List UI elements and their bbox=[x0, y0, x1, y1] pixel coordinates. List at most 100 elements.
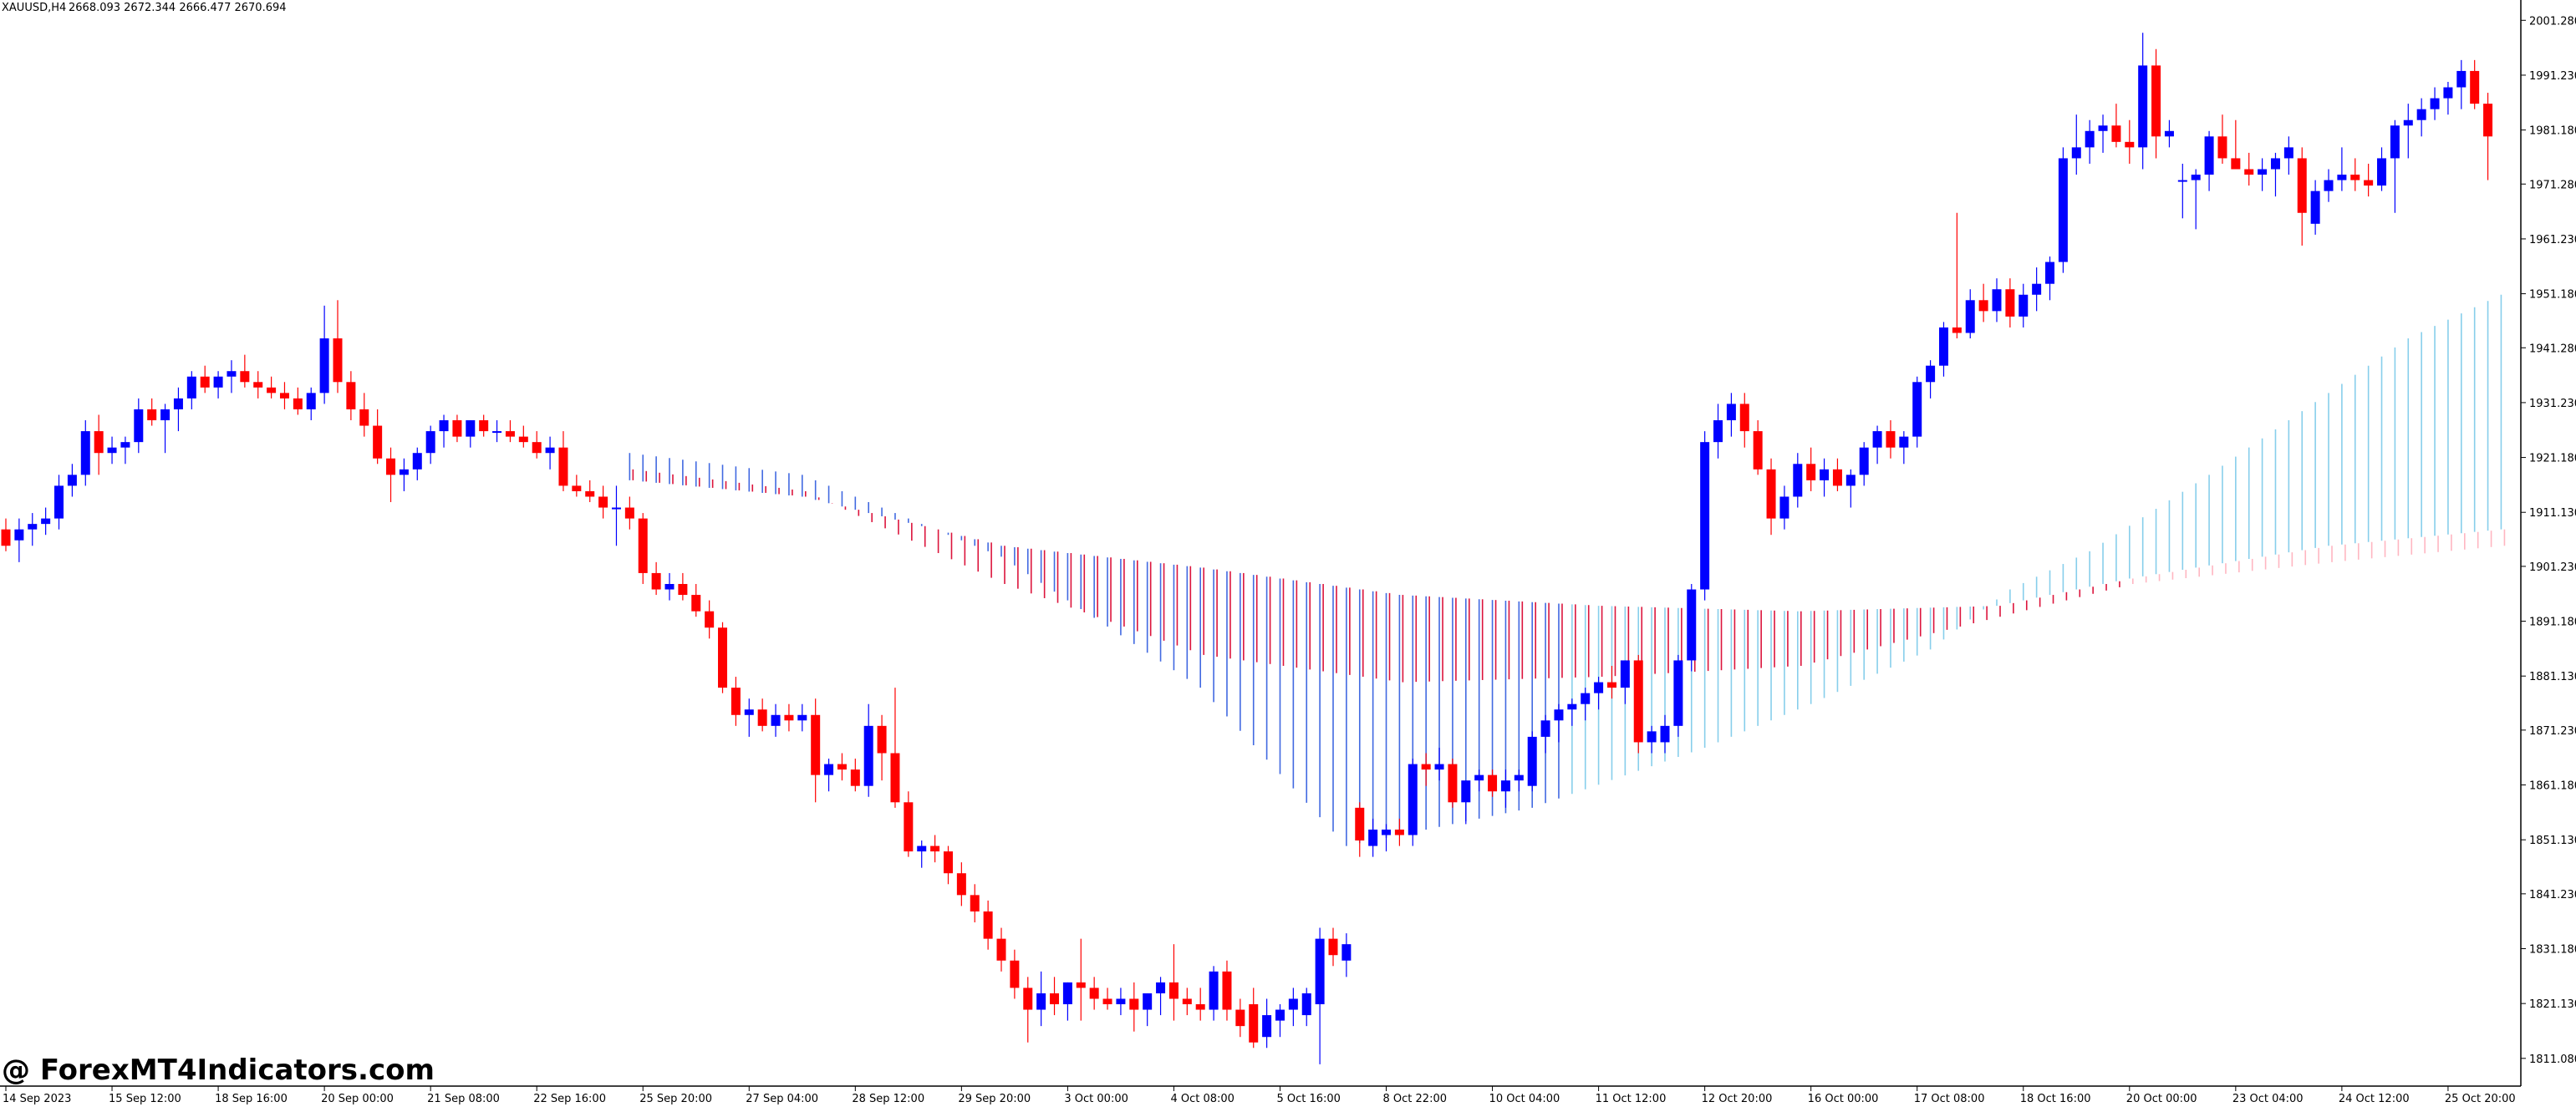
candle-body bbox=[1633, 660, 1643, 743]
candle bbox=[572, 475, 582, 497]
candle bbox=[943, 845, 953, 885]
candle-body bbox=[1023, 988, 1033, 1010]
candle-body bbox=[2390, 125, 2400, 159]
candle-body bbox=[811, 714, 821, 775]
candle bbox=[2125, 119, 2135, 164]
candle-body bbox=[930, 845, 940, 852]
candle bbox=[373, 409, 383, 465]
candle bbox=[2377, 147, 2387, 191]
candle bbox=[1594, 677, 1604, 710]
candle bbox=[744, 698, 754, 737]
candle bbox=[1912, 376, 1922, 448]
candle-body bbox=[1235, 1009, 1245, 1027]
candle-body bbox=[1952, 327, 1962, 333]
candle bbox=[678, 572, 688, 601]
candle-body bbox=[638, 518, 648, 573]
candle-body bbox=[1806, 464, 1816, 480]
candle-body bbox=[1195, 1004, 1205, 1010]
candle bbox=[14, 518, 24, 562]
candle-body bbox=[1421, 764, 1431, 770]
candle-body bbox=[1766, 469, 1776, 519]
candle-body bbox=[664, 583, 675, 590]
candle-body bbox=[279, 393, 289, 399]
candle-body bbox=[1992, 289, 2002, 312]
candle-body bbox=[718, 627, 728, 688]
candle bbox=[412, 447, 422, 480]
candle bbox=[173, 387, 183, 432]
candle bbox=[227, 360, 237, 394]
candle bbox=[1368, 818, 1378, 857]
candle-body bbox=[107, 447, 117, 454]
candle-body bbox=[1408, 764, 1418, 835]
candle-body bbox=[1182, 998, 1192, 1005]
y-tick-label: 1921.180 bbox=[2529, 453, 2576, 465]
candle bbox=[120, 436, 130, 465]
candle-body bbox=[1394, 829, 1404, 835]
candle-body bbox=[505, 431, 515, 437]
candle-body bbox=[797, 714, 807, 721]
candle-body bbox=[2191, 175, 2201, 180]
x-tick-label: 12 Oct 20:00 bbox=[1702, 1093, 1773, 1105]
candle-body bbox=[2151, 65, 2161, 137]
candle bbox=[386, 447, 396, 503]
candle bbox=[1023, 977, 1033, 1043]
y-tick-label: 1911.130 bbox=[2529, 507, 2576, 520]
candle bbox=[1514, 769, 1524, 792]
candle bbox=[1249, 988, 1259, 1049]
candle-body bbox=[213, 376, 223, 388]
candle-body bbox=[1355, 807, 1365, 841]
candle bbox=[638, 513, 648, 584]
candle bbox=[1129, 982, 1139, 1032]
candle-body bbox=[1102, 998, 1112, 1005]
candle bbox=[399, 458, 409, 491]
candle-body bbox=[1660, 725, 1670, 743]
candle-body bbox=[1434, 764, 1444, 770]
x-tick-label: 25 Sep 20:00 bbox=[639, 1093, 712, 1105]
candle-body bbox=[1965, 300, 1975, 333]
candle-body bbox=[1938, 327, 1948, 366]
candle bbox=[1474, 769, 1484, 792]
candle-body bbox=[1820, 469, 1830, 480]
y-tick-label: 1941.280 bbox=[2529, 343, 2576, 355]
chart-header-ohlc: 2668.093 2672.344 2666.477 2670.694 bbox=[69, 2, 287, 14]
candle-body bbox=[532, 442, 542, 454]
candle-body bbox=[1832, 469, 1842, 486]
candle bbox=[996, 927, 1006, 972]
candle bbox=[2430, 87, 2440, 120]
candle bbox=[1647, 725, 1657, 754]
candle-body bbox=[837, 764, 847, 770]
candle-body bbox=[983, 911, 993, 939]
candle-body bbox=[2098, 125, 2108, 131]
candle-body bbox=[492, 431, 502, 434]
candle bbox=[213, 371, 223, 399]
x-tick-label: 16 Oct 00:00 bbox=[1808, 1093, 1879, 1105]
candle bbox=[1262, 998, 1272, 1049]
x-tick-label: 17 Oct 08:00 bbox=[1914, 1093, 1985, 1105]
candle bbox=[54, 475, 64, 530]
y-tick-label: 1851.130 bbox=[2529, 835, 2576, 847]
candle-body bbox=[1872, 431, 1882, 448]
candle-body bbox=[2164, 130, 2174, 137]
candle-body bbox=[120, 442, 130, 448]
candle bbox=[2258, 158, 2268, 191]
y-tick-label: 1891.180 bbox=[2529, 617, 2576, 629]
candle bbox=[956, 862, 966, 906]
candle bbox=[2058, 147, 2068, 273]
candle bbox=[2350, 158, 2360, 191]
candle-body bbox=[705, 611, 715, 628]
candle bbox=[771, 703, 781, 737]
candle-body bbox=[2456, 70, 2467, 88]
candle bbox=[1567, 698, 1577, 726]
candle bbox=[2456, 59, 2467, 109]
candle bbox=[200, 365, 210, 394]
candle-body bbox=[572, 485, 582, 491]
candle-body bbox=[2177, 180, 2187, 182]
y-tick-label: 1861.180 bbox=[2529, 780, 2576, 793]
candle bbox=[2164, 119, 2174, 148]
candle-body bbox=[1647, 731, 1657, 743]
candle-body bbox=[2337, 175, 2347, 180]
candle bbox=[186, 371, 196, 409]
candle bbox=[664, 572, 675, 601]
